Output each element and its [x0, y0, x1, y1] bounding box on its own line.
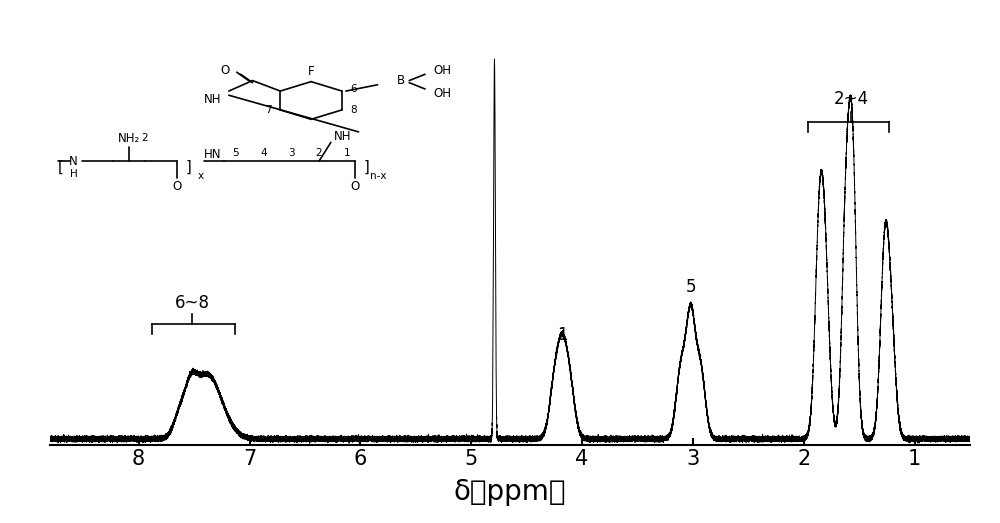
Text: 1: 1 — [557, 326, 567, 344]
Text: 5: 5 — [685, 278, 696, 295]
Text: 2~4: 2~4 — [834, 90, 869, 108]
Text: 6~8: 6~8 — [174, 293, 209, 312]
X-axis label: δ（ppm）: δ（ppm） — [454, 477, 566, 506]
